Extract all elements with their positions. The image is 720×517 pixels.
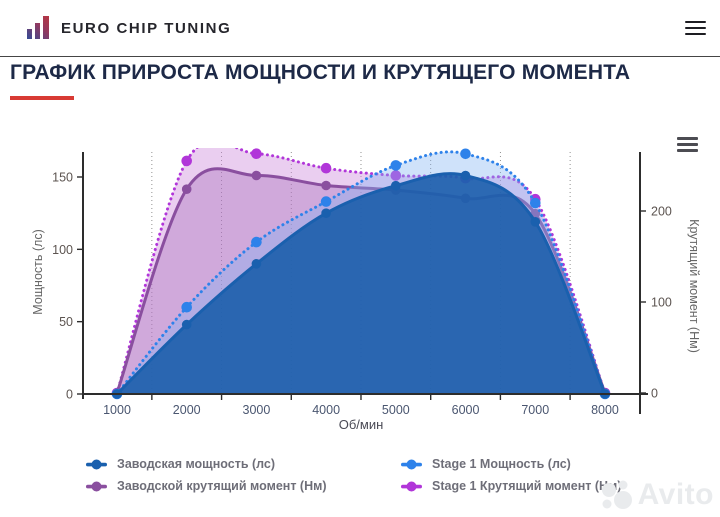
chart-legend: Заводская мощность (лс) Stage 1 Мощность … (85, 457, 621, 493)
svg-text:100: 100 (651, 296, 672, 310)
svg-text:100: 100 (52, 243, 73, 257)
power-torque-chart: 1000 2000 3000 4000 5000 6000 7000 800005010015… (31, 148, 701, 432)
legend-marker-icon (401, 459, 422, 469)
svg-text:6000: 6000 (452, 403, 480, 417)
svg-text:3000: 3000 (243, 403, 271, 417)
legend-item-2[interactable]: Заводской крутящий момент (Нм) (85, 479, 400, 493)
avito-watermark: Avito (599, 477, 714, 513)
legend-item-1[interactable]: Stage 1 Мощность (лс) (400, 457, 621, 471)
brand-name: EURO CHIP TUNING (61, 19, 232, 37)
legend-marker-icon (401, 481, 422, 491)
svg-text:5000: 5000 (382, 403, 410, 417)
x-axis-title: Об/мин (339, 417, 384, 432)
brand[interactable]: EURO CHIP TUNING (14, 14, 231, 42)
right-axis-title: Крутящий момент (Нм) (687, 219, 701, 353)
legend-item-3[interactable]: Stage 1 Крутящий момент (Нм) (400, 479, 621, 493)
svg-text:8000: 8000 (591, 403, 619, 417)
menu-icon[interactable] (685, 17, 706, 39)
svg-text:150: 150 (52, 170, 73, 184)
svg-text:0: 0 (66, 388, 73, 402)
title-underline-accent (10, 96, 74, 100)
svg-text:4000: 4000 (312, 403, 340, 417)
left-axis-title: Мощность (лс) (31, 229, 45, 314)
avito-logo-icon (601, 480, 632, 509)
svg-text:7000: 7000 (521, 403, 549, 417)
legend-marker-icon (86, 459, 107, 469)
axes: 1000 2000 3000 4000 5000 6000 7000 800005010015… (52, 152, 672, 417)
legend-label: Заводская мощность (лс) (117, 457, 276, 471)
legend-label: Заводской крутящий момент (Нм) (117, 479, 327, 493)
svg-text:50: 50 (59, 315, 73, 329)
svg-text:200: 200 (651, 205, 672, 219)
page-title: ГРАФИК ПРИРОСТА МОЩНОСТИ И КРУТЯЩЕГО МОМ… (10, 61, 631, 84)
chart-area: 1000 2000 3000 4000 5000 6000 7000 8000 0 50 100 15… (0, 118, 720, 454)
app-header: EURO CHIP TUNING (0, 0, 720, 57)
legend-item-0[interactable]: Заводская мощность (лс) (85, 457, 400, 471)
brand-logo-icon (27, 16, 49, 39)
legend-marker-icon (86, 481, 107, 491)
svg-text:0: 0 (651, 387, 658, 401)
chart-context-menu-icon[interactable] (677, 137, 698, 152)
svg-text:1000: 1000 (103, 403, 131, 417)
series-0 (112, 170, 610, 399)
legend-label: Stage 1 Крутящий момент (Нм) (432, 479, 622, 493)
svg-text:2000: 2000 (173, 403, 201, 417)
watermark-text: Avito (637, 478, 714, 511)
legend-label: Stage 1 Мощность (лс) (432, 457, 571, 471)
